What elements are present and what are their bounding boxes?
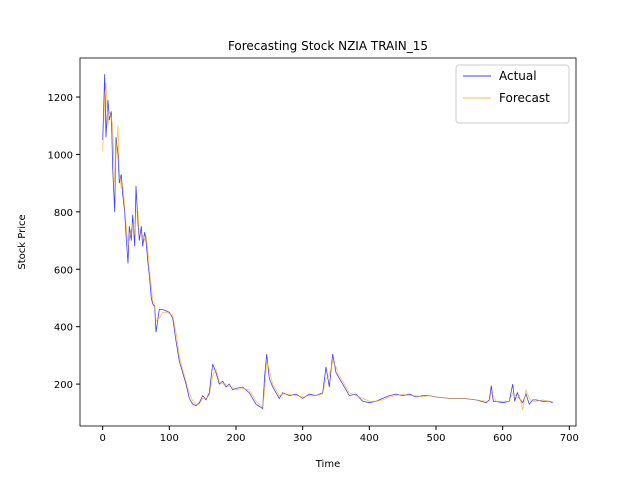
x-tick-label: 600 xyxy=(493,433,512,444)
y-tick-label: 800 xyxy=(54,208,73,219)
y-tick-label: 1000 xyxy=(48,150,73,161)
x-tick-label: 200 xyxy=(226,433,245,444)
legend-box xyxy=(455,64,570,124)
plot-frame xyxy=(79,57,577,427)
legend-label: Actual xyxy=(499,69,537,83)
y-tick-label: 200 xyxy=(54,380,73,391)
y-tick-label: 600 xyxy=(54,265,73,276)
x-axis-label: Time xyxy=(315,459,340,470)
x-tick-label: 400 xyxy=(360,433,379,444)
legend-label: Forecast xyxy=(499,91,550,105)
x-tick-label: 700 xyxy=(560,433,579,444)
y-axis-label: Stock Price xyxy=(17,214,28,269)
y-tick-label: 400 xyxy=(54,323,73,334)
chart-title: Forecasting Stock NZIA TRAIN_15 xyxy=(228,39,428,53)
x-tick-label: 0 xyxy=(99,433,105,444)
y-tick-label: 1200 xyxy=(48,93,73,104)
x-tick-label: 100 xyxy=(160,433,179,444)
series-line xyxy=(102,82,553,410)
x-tick-label: 300 xyxy=(293,433,312,444)
x-tick-label: 500 xyxy=(426,433,445,444)
